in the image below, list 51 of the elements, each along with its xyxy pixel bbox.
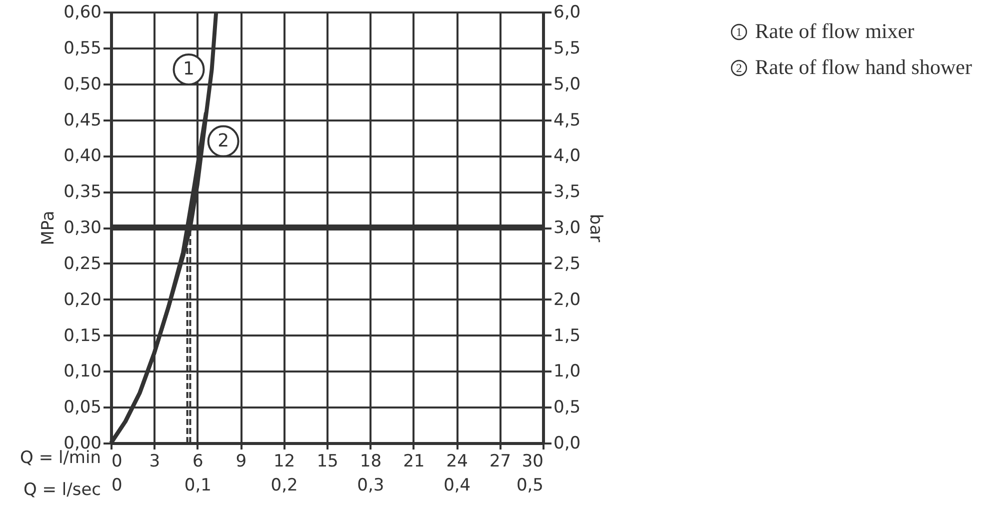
y-tick-label: 0,25: [64, 254, 102, 274]
x-tick-label: 12: [273, 452, 296, 472]
y-tick-label: 0,35: [64, 182, 102, 202]
x-tick-label: 6: [192, 452, 204, 472]
x2-tick-label: 0,3: [357, 476, 384, 496]
x2-tick-label: 0: [112, 476, 122, 496]
annotation: 1: [183, 58, 194, 80]
x-tick-label: 3: [149, 452, 160, 472]
legend-label: Rate of flow hand shower: [755, 55, 972, 79]
y2-tick-label: 0,5: [554, 398, 581, 418]
y-tick-label: 0,20: [64, 290, 102, 310]
x-tick-label: 24: [446, 452, 468, 472]
text: 2: [736, 61, 742, 75]
x-tick-label: 30: [522, 452, 544, 472]
y2-tick-label: 5,0: [554, 74, 581, 94]
annotation: 2: [218, 130, 230, 152]
y-axis-title: MPa: [38, 210, 59, 246]
y2-tick-label: 4,0: [554, 146, 581, 166]
x-tick-label: 18: [360, 452, 382, 472]
y2-axis-title: bar: [586, 214, 606, 242]
y-tick-label: 0,15: [64, 326, 102, 346]
y2-tick-label: 6,0: [554, 2, 581, 22]
x-tick-label: 0: [112, 452, 122, 472]
x2-tick-label: 0,4: [444, 476, 471, 496]
y2-tick-label: 5,5: [554, 38, 581, 58]
x2-tick-label: 0,5: [516, 476, 544, 496]
y2-tick-label: 4,5: [554, 110, 581, 130]
text: 1: [736, 25, 742, 39]
x-tick-label: 9: [236, 452, 247, 472]
legend-label: Rate of flow mixer: [755, 19, 914, 43]
y2-tick-label: 3,5: [554, 182, 581, 202]
y2-tick-label: 3,0: [554, 218, 581, 238]
y-tick-label: 0,30: [64, 218, 102, 238]
y-tick-label: 0,05: [64, 398, 102, 418]
y2-tick-label: 2,0: [554, 290, 581, 310]
y2-tick-label: 0,0: [554, 434, 581, 454]
y-tick-label: 0,55: [64, 38, 102, 58]
y2-tick-label: 1,5: [554, 326, 581, 346]
y-tick-label: 0,60: [64, 2, 102, 22]
y2-tick-label: 1,0: [554, 362, 581, 382]
y-tick-label: 0,50: [64, 74, 102, 94]
x2-tick-label: 0,2: [270, 476, 298, 496]
y-tick-label: 0,40: [64, 146, 102, 166]
x2-axis-title: Q = l/sec: [23, 480, 101, 500]
y2-tick-label: 2,5: [554, 254, 581, 274]
y-tick-label: 0,45: [64, 110, 102, 130]
x-tick-label: 27: [489, 452, 512, 472]
y-tick-label: 0,10: [64, 362, 102, 382]
x-tick-label: 21: [403, 452, 425, 472]
x2-tick-label: 0,1: [184, 476, 212, 496]
x-tick-label: 15: [316, 452, 338, 472]
